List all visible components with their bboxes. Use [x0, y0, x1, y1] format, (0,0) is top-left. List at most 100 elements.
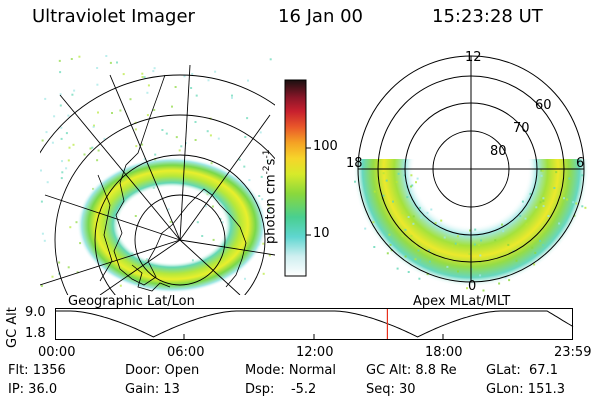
- speckle-dot: [410, 185, 412, 188]
- speckle-dot: [388, 233, 391, 236]
- speckle-dot: [417, 249, 420, 252]
- speckle-dot: [440, 219, 443, 222]
- instrument-title: Ultraviolet Imager: [32, 6, 195, 27]
- speckle-dot: [403, 174, 406, 177]
- speckle-dot: [479, 274, 482, 277]
- speckle-dot: [517, 215, 520, 218]
- speckle-dot: [143, 158, 146, 161]
- speckle-dot: [40, 169, 42, 172]
- speckle-dot: [542, 205, 545, 208]
- speckle-dot: [41, 139, 44, 142]
- speckle-dot: [67, 114, 70, 117]
- speckle-dot: [217, 137, 220, 140]
- geographic-panel-label: Geographic Lat/Lon: [68, 294, 195, 309]
- gain-value: Gain: 13: [125, 382, 180, 397]
- speckle-dot: [446, 265, 449, 268]
- speckle-dot: [443, 236, 446, 239]
- speckle-dot: [58, 59, 61, 62]
- speckle-dot: [171, 105, 173, 108]
- speckle-dot: [109, 61, 112, 64]
- speckle-dot: [266, 159, 269, 162]
- speckle-dot: [97, 111, 99, 114]
- speckle-dot: [396, 267, 399, 270]
- speckle-dot: [519, 215, 522, 217]
- speckle-dot: [410, 234, 413, 237]
- altitude-axis-label: GC Alt: [5, 307, 20, 348]
- speckle-dot: [185, 142, 187, 145]
- speckle-dot: [469, 279, 472, 282]
- speckle-dot: [183, 75, 186, 78]
- speckle-dot: [542, 199, 545, 202]
- speckle-dot: [243, 165, 246, 168]
- speckle-dot: [407, 271, 410, 273]
- speckle-dot: [502, 230, 505, 233]
- speckle-dot: [553, 187, 556, 189]
- speckle-dot: [59, 104, 62, 107]
- speckle-dot: [572, 201, 575, 204]
- speckle-dot: [540, 174, 543, 177]
- speckle-dot: [154, 153, 157, 156]
- speckle-dot: [479, 261, 482, 264]
- speckle-dot: [238, 158, 241, 161]
- speckle-dot: [531, 246, 534, 249]
- mlat-70-label: 70: [513, 121, 530, 136]
- speckle-dot: [92, 125, 95, 128]
- speckle-dot: [426, 273, 429, 276]
- speckle-dot: [195, 94, 198, 97]
- speckle-dot: [563, 197, 565, 200]
- speckle-dot: [59, 93, 62, 96]
- speckle-dot: [480, 239, 483, 242]
- speckle-dot: [119, 109, 122, 112]
- speckle-dot: [72, 143, 75, 146]
- speckle-dot: [83, 153, 86, 156]
- speckle-dot: [566, 198, 569, 201]
- speckle-dot: [246, 117, 249, 120]
- speckle-dot: [498, 282, 501, 285]
- speckle-dot: [65, 167, 68, 170]
- speckle-dot: [473, 243, 476, 246]
- speckle-dot: [244, 277, 246, 280]
- speckle-dot: [89, 147, 92, 150]
- speckle-dot: [568, 177, 571, 180]
- speckle-dot: [269, 58, 272, 61]
- altitude-curve: [55, 310, 574, 338]
- speckle-dot: [178, 149, 181, 152]
- speckle-dot: [194, 121, 197, 123]
- speckle-dot: [478, 244, 481, 247]
- speckle-dot: [372, 221, 375, 224]
- speckle-dot: [504, 276, 507, 279]
- speckle-dot: [53, 115, 56, 118]
- speckle-dot: [194, 139, 197, 141]
- speckle-dot: [382, 194, 385, 197]
- speckle-dot: [146, 114, 149, 117]
- speckle-dot: [395, 181, 398, 184]
- speckle-dot: [58, 261, 61, 264]
- speckle-dot: [134, 128, 137, 131]
- speckle-dot: [45, 131, 48, 134]
- speckle-dot: [541, 169, 544, 172]
- speckle-dot: [454, 242, 457, 245]
- speckle-dot: [153, 67, 156, 70]
- mlat-60-label: 60: [535, 98, 552, 113]
- speckle-dot: [259, 131, 262, 134]
- speckle-dot: [385, 179, 388, 182]
- speckle-dot: [78, 55, 81, 58]
- speckle-dot: [406, 196, 409, 199]
- speckle-dot: [430, 208, 433, 211]
- speckle-dot: [76, 271, 79, 274]
- speckle-dot: [542, 197, 545, 200]
- speckle-dot: [122, 73, 125, 76]
- speckle-dot: [69, 226, 72, 229]
- speckle-dot: [456, 243, 459, 246]
- speckle-dot: [143, 76, 146, 79]
- speckle-dot: [46, 181, 49, 184]
- speckle-dot: [469, 229, 471, 232]
- observation-time: 15:23:28 UT: [432, 6, 543, 27]
- speckle-dot: [373, 246, 376, 248]
- speckle-dot: [558, 222, 561, 225]
- speckle-dot: [119, 284, 122, 287]
- speckle-dot: [373, 190, 376, 193]
- speckle-dot: [96, 67, 99, 69]
- speckle-dot: [414, 244, 417, 247]
- speckle-dot: [547, 215, 550, 217]
